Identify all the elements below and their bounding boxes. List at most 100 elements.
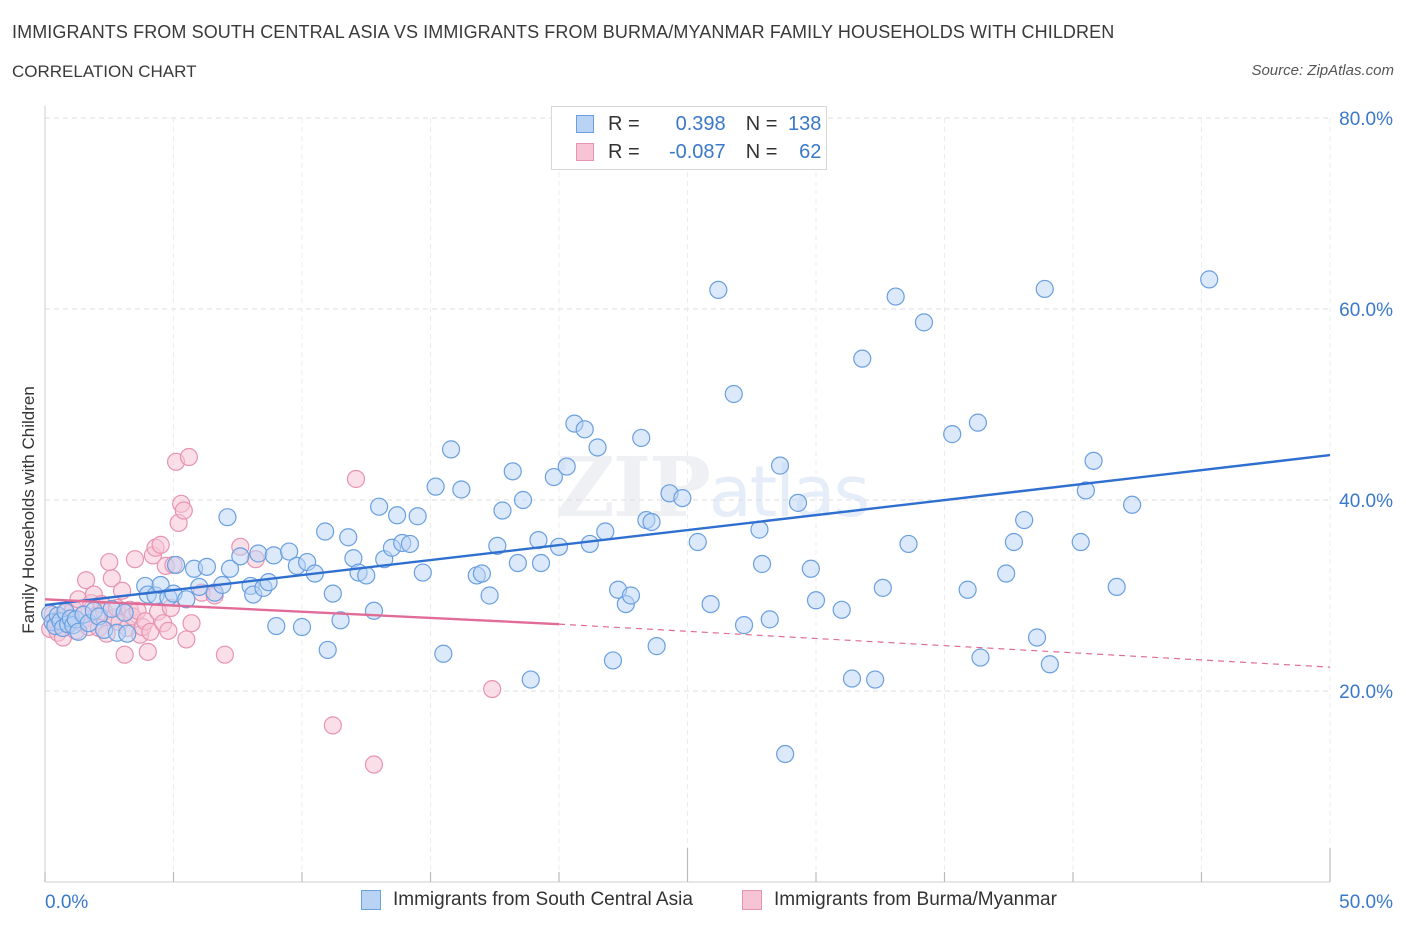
legend-r-label: R = xyxy=(608,140,640,163)
watermark-zip: ZIP xyxy=(555,440,711,536)
data-point-south-central-asia xyxy=(357,566,376,585)
legend-n-label: N = xyxy=(745,112,778,135)
data-point-south-central-asia xyxy=(642,512,661,532)
y-tick-label: 40.0% xyxy=(1339,491,1393,512)
data-point-south-central-asia xyxy=(776,744,795,764)
data-point-south-central-asia xyxy=(503,462,522,481)
data-point-south-central-asia xyxy=(434,644,453,663)
y-tick-label: 80.0% xyxy=(1339,109,1393,130)
legend-n-value: 62 xyxy=(799,140,822,163)
data-point-south-central-asia xyxy=(318,640,337,660)
data-point-south-central-asia xyxy=(472,564,491,583)
trend-lines xyxy=(44,453,1331,668)
data-point-south-central-asia xyxy=(701,594,720,614)
data-point-south-central-asia xyxy=(441,440,461,459)
data-point-south-central-asia xyxy=(218,508,237,527)
legend-series-label: Immigrants from Burma/Myanmar xyxy=(774,889,1057,910)
data-point-burma xyxy=(483,679,502,699)
legend-row-south-central-asia: R = 0.398 N = 138 xyxy=(576,112,821,136)
data-point-south-central-asia xyxy=(866,670,885,689)
data-point-south-central-asia xyxy=(493,501,512,520)
data-point-south-central-asia xyxy=(603,651,623,670)
data-point-south-central-asia xyxy=(177,590,196,609)
data-point-south-central-asia xyxy=(853,349,872,368)
bottom-legend-south-central-asia: Immigrants from South Central Asia xyxy=(361,889,693,911)
legend-swatch-pink xyxy=(742,890,762,910)
data-point-burma xyxy=(138,642,157,661)
data-point-south-central-asia xyxy=(488,536,507,555)
data-point-south-central-asia xyxy=(1015,510,1034,530)
data-point-south-central-asia xyxy=(413,563,432,582)
legend-r-value: -0.087 xyxy=(668,140,726,163)
data-point-south-central-asia xyxy=(259,573,278,592)
legend-r-value: 0.398 xyxy=(675,112,726,135)
data-point-south-central-asia xyxy=(647,637,666,656)
data-point-south-central-asia xyxy=(770,456,790,475)
data-point-south-central-asia xyxy=(1123,495,1142,514)
data-point-south-central-asia xyxy=(1027,628,1047,647)
legend-n-label: N = xyxy=(745,140,778,163)
data-point-south-central-asia xyxy=(1040,655,1059,674)
axis-labels: 20.0% 40.0% 60.0% 80.0% 0.0% 50.0% Family Hous… xyxy=(19,109,1393,913)
chart-title: IMMIGRANTS FROM SOUTH CENTRAL ASIA VS IM… xyxy=(12,22,1115,42)
data-point-south-central-asia xyxy=(426,477,445,496)
data-point-south-central-asia xyxy=(166,555,186,575)
data-point-south-central-asia xyxy=(400,534,420,554)
data-point-south-central-asia xyxy=(621,586,641,605)
data-point-south-central-asia xyxy=(118,624,137,643)
data-point-south-central-asia xyxy=(632,428,651,448)
legend-swatch-blue xyxy=(361,890,381,910)
data-point-south-central-asia xyxy=(724,384,743,404)
data-point-burma xyxy=(102,569,121,588)
data-point-burma xyxy=(141,622,160,641)
data-point-south-central-asia xyxy=(806,591,826,610)
x-tick-label: 0.0% xyxy=(45,892,88,913)
data-point-south-central-asia xyxy=(760,610,779,629)
data-point-south-central-asia xyxy=(1200,270,1219,289)
data-point-south-central-asia xyxy=(264,546,283,565)
data-point-south-central-asia xyxy=(370,497,389,516)
data-point-south-central-asia xyxy=(1084,451,1103,470)
data-point-south-central-asia xyxy=(557,457,576,476)
data-point-south-central-asia xyxy=(231,547,250,566)
data-point-south-central-asia xyxy=(220,559,240,578)
data-point-south-central-asia xyxy=(115,603,134,622)
data-point-burma xyxy=(182,614,201,633)
data-point-burma xyxy=(177,630,196,649)
data-point-burma xyxy=(346,469,366,489)
data-point-south-central-asia xyxy=(886,287,905,306)
source-label: Source: ZipAtlas.com xyxy=(1251,62,1394,79)
data-point-south-central-asia xyxy=(673,488,692,508)
legend-r-label: R = xyxy=(608,112,640,135)
x-tick-label: 50.0% xyxy=(1339,892,1393,913)
data-point-south-central-asia xyxy=(801,559,820,578)
data-point-south-central-asia xyxy=(480,586,499,605)
data-point-south-central-asia xyxy=(249,544,268,563)
data-point-south-central-asia xyxy=(508,553,527,573)
data-point-burma xyxy=(151,535,170,554)
legend-series-label: Immigrants from South Central Asia xyxy=(393,889,693,910)
data-point-burma xyxy=(174,501,193,520)
data-point-south-central-asia xyxy=(842,669,862,688)
data-point-south-central-asia xyxy=(575,420,594,439)
data-point-south-central-asia xyxy=(1004,532,1023,552)
data-point-south-central-asia xyxy=(943,425,962,444)
data-point-south-central-asia xyxy=(997,564,1016,583)
data-point-south-central-asia xyxy=(452,480,471,499)
data-point-burma xyxy=(77,571,96,590)
data-point-south-central-asia xyxy=(580,534,599,554)
data-point-south-central-asia xyxy=(364,601,384,620)
data-point-south-central-asia xyxy=(280,542,299,561)
trend-line-burma-extension xyxy=(558,623,1331,668)
series-south-central-asia-points xyxy=(41,270,1219,764)
y-tick-label: 60.0% xyxy=(1339,300,1393,321)
data-point-south-central-asia xyxy=(316,522,335,541)
data-point-burma xyxy=(115,645,134,664)
data-point-south-central-asia xyxy=(709,280,728,299)
data-point-burma xyxy=(159,621,178,640)
axes xyxy=(44,106,1331,883)
data-point-south-central-asia xyxy=(197,557,217,576)
bottom-legend-burma: Immigrants from Burma/Myanmar xyxy=(742,889,1057,911)
data-point-burma xyxy=(125,550,145,569)
